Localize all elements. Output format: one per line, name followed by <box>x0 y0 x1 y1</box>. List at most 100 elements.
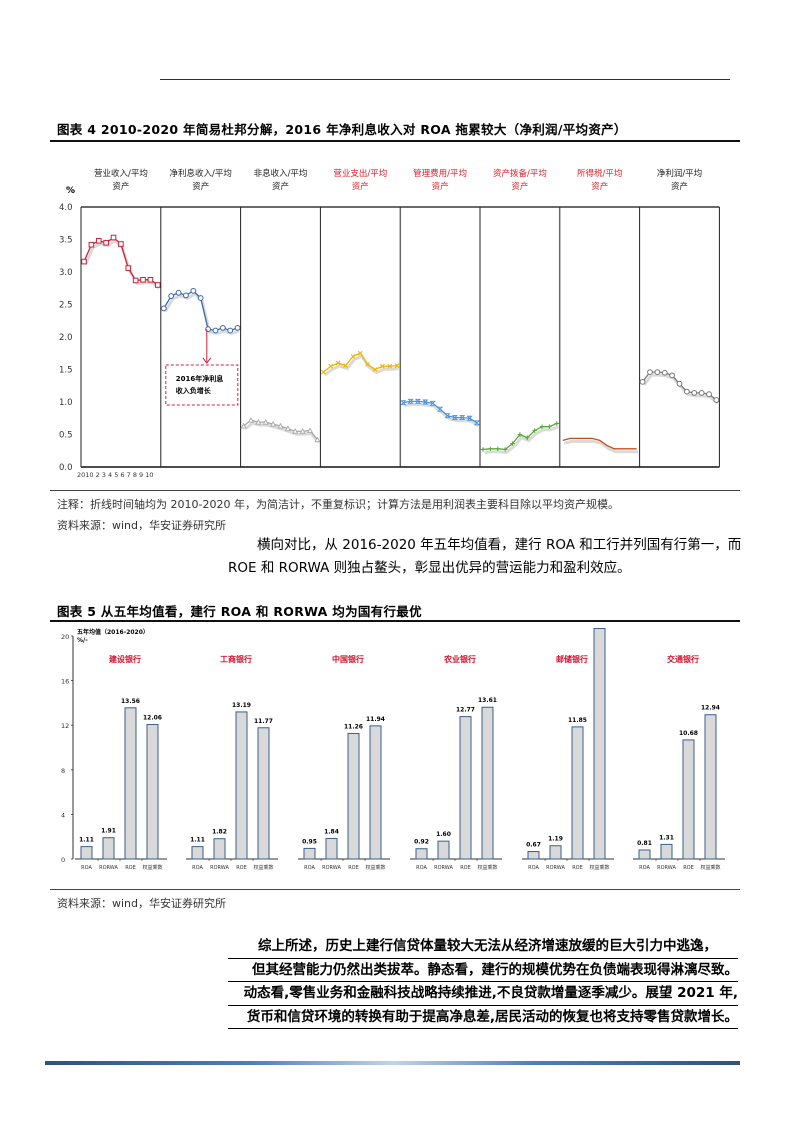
y-tick-label: 20 <box>61 633 69 641</box>
footer-rule <box>45 1061 740 1065</box>
panel-title: 营业支出/平均 <box>333 168 387 179</box>
figure5-bottom-rule <box>50 889 740 890</box>
panel-title: 资产 <box>591 181 608 192</box>
panel-title: 资产 <box>112 181 129 192</box>
bar-category-label: ROA <box>528 865 539 871</box>
figure4-title-rule <box>50 140 740 142</box>
bar <box>235 711 248 860</box>
bar-category-label: RORWA <box>210 865 229 871</box>
bar-category-label: 权益乘数 <box>253 864 273 871</box>
panel-title: 资产 <box>511 181 528 192</box>
bar <box>549 845 562 860</box>
bar-value-label: 20.67 <box>590 625 609 626</box>
bar-value-label: 13.61 <box>478 697 497 704</box>
panel-title: 所得税/平均 <box>577 168 622 179</box>
bar-value-label: 1.11 <box>190 837 205 844</box>
bar-category-label: ROA <box>639 865 650 871</box>
bar-category-label: RORWA <box>657 865 676 871</box>
bar-value-label: 1.11 <box>79 837 94 844</box>
panel-title: 资产 <box>432 181 449 192</box>
bar-category-label: ROE <box>460 865 471 871</box>
bar-value-label: 1.84 <box>324 828 339 835</box>
bar-value-label: 11.94 <box>366 716 385 723</box>
bar <box>704 714 717 860</box>
panel-title: 管理费用/平均 <box>413 168 467 179</box>
y-tick-label: 4.0 <box>59 203 73 213</box>
bar-category-label: ROE <box>572 865 583 871</box>
bar-value-label: 0.92 <box>414 839 429 846</box>
annotation-box <box>165 364 239 406</box>
bar-value-label: 12.94 <box>701 705 720 712</box>
bar-value-label: 1.19 <box>548 836 563 843</box>
paragraph1-line2: ROE 和 RORWA 则独占鳌头，彰显出优异的营运能力和盈利效应。 <box>228 560 631 576</box>
figure5-title: 图表 5 从五年均值看，建行 ROA 和 RORWA 均为国有行最优 <box>57 604 422 619</box>
x-tick-labels: 2010 2 3 4 5 6 7 8 9 10 <box>77 471 154 479</box>
y-tick-label: 16 <box>61 678 69 686</box>
bar-category-label: RORWA <box>434 865 453 871</box>
bar-category-label: ROE <box>125 865 136 871</box>
conclusion-paragraph: 综上所述，历史上建行信贷体量较大无法从经济增速放缓的巨大引力中逃逸， 但其经营能… <box>228 935 738 1029</box>
bar <box>415 848 428 860</box>
figure4-bottom-rule <box>50 490 740 491</box>
bank-name-label: 农业银行 <box>443 654 476 664</box>
conclusion-line-1: 综上所述，历史上建行信贷体量较大无法从经济增速放缓的巨大引力中逃逸， <box>228 935 738 959</box>
annotation-text: 2016年净利息 <box>176 374 223 383</box>
bar-category-label: 权益乘数 <box>589 864 609 871</box>
bar-category-label: ROA <box>304 865 315 871</box>
bar-value-label: 13.56 <box>121 698 140 705</box>
bar <box>213 838 226 860</box>
bank-name-label: 建设银行 <box>108 654 141 664</box>
figure5-source: 资料来源：wind，华安证券研究所 <box>57 897 227 910</box>
y-tick-label: 4 <box>61 811 65 819</box>
bar-category-label: RORWA <box>546 865 565 871</box>
figure4-note: 注释：折线时间轴均为 2010-2020 年，为简洁计，不重复标识；计算方法是用… <box>57 498 619 511</box>
bar-value-label: 0.95 <box>302 838 317 845</box>
bar <box>481 706 494 860</box>
y-unit-label: %/- <box>77 637 88 644</box>
conclusion-line-3: 动态看,零售业务和金融科技战略持续推进,不良贷款增量逐季减少。展望 2021 年… <box>228 982 738 1006</box>
bar <box>325 837 338 860</box>
figure5-title-rule <box>50 620 740 622</box>
y-tick-label: 2.5 <box>59 301 73 311</box>
bar-value-label: 1.31 <box>659 834 674 841</box>
y-unit-label: % <box>66 186 75 196</box>
bar-category-label: ROE <box>236 865 247 871</box>
bar <box>146 724 159 860</box>
bar-category-label: ROA <box>81 865 92 871</box>
bar-value-label: 1.60 <box>436 831 451 838</box>
bar <box>571 726 584 860</box>
annotation-text: 收入负增长 <box>176 386 212 395</box>
bar-value-label: 12.77 <box>456 707 475 714</box>
y-tick-label: 12 <box>61 722 69 730</box>
bar-value-label: 10.68 <box>679 730 698 737</box>
bar-category-label: 权益乘数 <box>142 864 162 871</box>
bar <box>682 739 695 860</box>
bar-value-label: 11.85 <box>568 717 587 724</box>
panel-title: 资产 <box>192 181 209 192</box>
bar <box>124 707 137 860</box>
bar-category-label: ROE <box>348 865 359 871</box>
y-tick-label: 3.5 <box>59 236 73 246</box>
conclusion-line-2: 但其经营能力仍然出类拔萃。静态看，建行的规模优势在负债端表现得淋漓尽致。 <box>228 959 738 982</box>
paragraph1-line1: 横向对比，从 2016-2020 年五年均值看，建行 ROA 和工行并列国有行第… <box>257 537 742 553</box>
bar <box>660 843 673 860</box>
bank-name-label: 交通银行 <box>667 654 699 664</box>
bar-category-label: ROA <box>192 865 203 871</box>
figure5-bar-chart: 20 16 12 8 4 0 五年均值（2016-2020）%/- 建设银行 1.11 ROA 1.… <box>61 625 725 871</box>
y-tick-label: 0 <box>61 856 65 864</box>
figure4-title: 图表 4 2010-2020 年简易杜邦分解，2016 年净利息收入对 ROA … <box>57 122 627 137</box>
bar-value-label: 0.67 <box>526 842 541 849</box>
bar-category-label: 权益乘数 <box>477 864 497 871</box>
bar <box>527 851 540 860</box>
bar <box>638 849 651 860</box>
bar-value-label: 11.77 <box>254 718 273 725</box>
bar-category-label: ROE <box>683 865 694 871</box>
bank-name-label: 中国银行 <box>332 654 364 664</box>
figure4-line-chart: % 4.0 3.5 3.0 2.5 2.0 1.5 1.0 0.5 0.0 营业收入/平均资产 净利息… <box>59 168 720 479</box>
panel-title: 非息收入/平均 <box>254 168 308 179</box>
panel-title: 资产 <box>272 181 289 192</box>
bar <box>593 628 606 860</box>
panel-title: 净利润/平均 <box>657 168 702 179</box>
panel-title: 资产 <box>352 181 369 192</box>
bar <box>257 727 270 860</box>
